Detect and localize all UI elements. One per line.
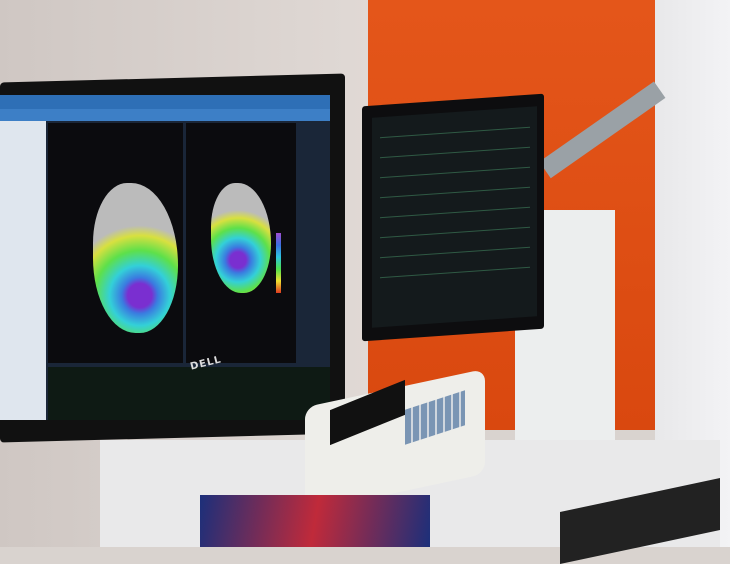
cardiac-map-3d-small [211, 183, 271, 293]
ecg-strip [48, 367, 330, 420]
map-view-right [186, 123, 296, 363]
recording-screen [372, 106, 537, 328]
toolbar [0, 109, 330, 121]
cardiac-map-3d [93, 183, 178, 333]
brochure [200, 495, 430, 547]
left-pane [0, 121, 46, 420]
map-view-left [48, 123, 203, 363]
color-scale [276, 233, 281, 293]
mapping-screen [0, 95, 330, 420]
tab-bar [0, 95, 330, 109]
